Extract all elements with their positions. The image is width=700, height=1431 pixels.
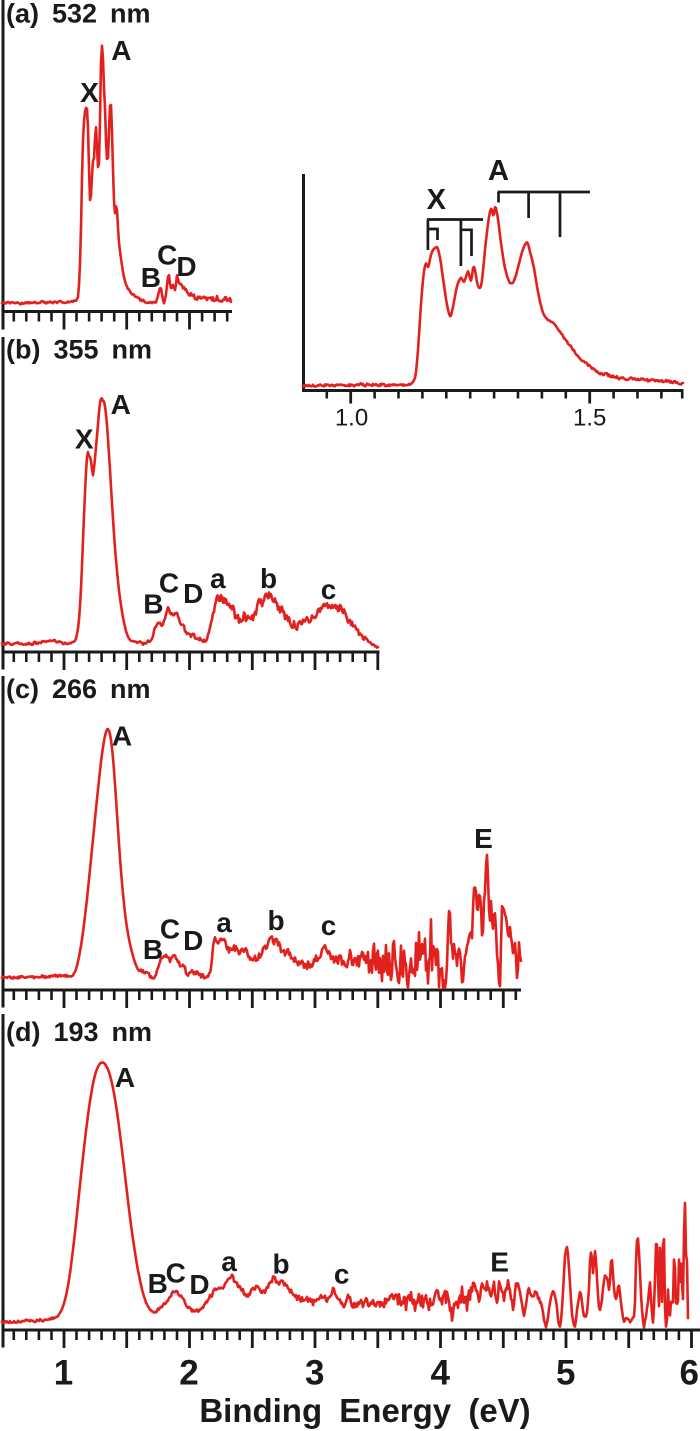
svg-text:(d) 193 nm: (d) 193 nm [6,1017,152,1047]
svg-text:C: C [159,568,179,599]
svg-text:(c) 266 nm: (c) 266 nm [6,674,151,704]
svg-text:D: D [189,1269,209,1300]
svg-text:A: A [488,155,509,187]
svg-text:B: B [143,934,163,965]
svg-text:3: 3 [305,1354,324,1393]
svg-text:b: b [267,905,284,936]
svg-text:B: B [148,1268,168,1299]
svg-text:a: a [210,563,226,594]
svg-text:b: b [272,1249,289,1280]
svg-text:5: 5 [556,1354,575,1393]
svg-text:X: X [427,184,447,216]
svg-text:c: c [321,910,337,941]
svg-text:X: X [80,77,99,108]
svg-text:C: C [166,1258,186,1289]
svg-text:A: A [112,721,132,752]
svg-text:B: B [143,589,163,620]
svg-text:A: A [115,1062,135,1093]
svg-text:4: 4 [430,1354,450,1393]
svg-text:D: D [183,578,203,609]
svg-text:1.0: 1.0 [335,405,368,432]
svg-text:B: B [141,262,161,293]
svg-text:Binding Energy (eV): Binding Energy (eV) [199,1392,530,1429]
svg-text:X: X [75,424,94,455]
svg-text:6: 6 [679,1354,698,1393]
svg-text:a: a [216,907,232,938]
svg-text:1: 1 [54,1354,73,1393]
svg-text:E: E [474,823,493,854]
svg-text:c: c [334,1259,350,1290]
svg-text:C: C [160,914,180,945]
svg-text:(a) 532 nm: (a) 532 nm [6,0,151,29]
svg-text:E: E [490,1247,509,1278]
svg-text:(b) 355 nm: (b) 355 nm [6,335,152,365]
svg-text:2: 2 [179,1354,198,1393]
svg-text:1.5: 1.5 [573,405,606,432]
svg-text:c: c [321,574,337,605]
svg-text:A: A [111,35,131,66]
svg-text:A: A [111,389,131,420]
svg-text:D: D [183,925,203,956]
svg-text:b: b [260,563,277,594]
svg-text:C: C [157,240,177,271]
svg-text:a: a [221,1246,237,1277]
svg-text:D: D [176,251,196,282]
